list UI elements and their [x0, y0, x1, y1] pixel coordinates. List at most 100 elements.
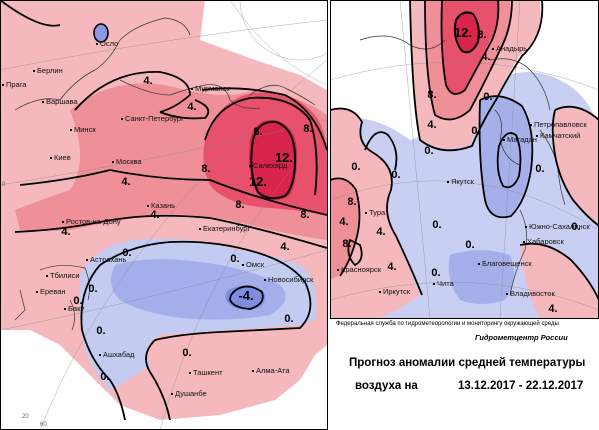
warm-anomaly-west-8 [330, 178, 359, 280]
left-city-label: Тбилиси [50, 271, 80, 280]
right-city-marker [433, 283, 435, 285]
forecast-title-line1: Прогноз аномалии средней температуры [349, 357, 586, 369]
left-city-label: Баку [68, 304, 84, 313]
left-city-label: Санкт-Петербург [125, 114, 184, 123]
left-isotherm-label: 0. [182, 347, 191, 359]
left-city-label: Новосибирск [268, 275, 314, 284]
left-city-marker [242, 264, 244, 266]
right-city-marker [365, 212, 367, 214]
left-city-label: Екатеринбург [203, 224, 250, 233]
left-isotherm-label: 0. [284, 313, 293, 325]
left-isotherm-label: -4. [238, 288, 253, 303]
left-city-marker [191, 88, 193, 90]
right-city-label: Якутск [451, 177, 475, 186]
forecast-period: 13.12.2017 - 22.12.2017 [458, 380, 584, 392]
right-isotherm-label: 12. [454, 25, 472, 40]
left-city-label: Душанбе [175, 389, 207, 398]
left-city-label: Казань [151, 201, 175, 210]
left-isotherm-label: 8. [235, 199, 244, 211]
forecast-title-label: воздуха на [355, 380, 418, 392]
left-isotherm-label: 12. [249, 174, 267, 189]
left-isotherm-label: 4. [187, 101, 196, 113]
left-isotherm-label: 8. [201, 163, 210, 175]
right-city-label: Тура [369, 208, 386, 217]
left-city-marker [147, 205, 149, 207]
agency-note-line: Федеральная служба по гидрометеорологии … [336, 321, 559, 327]
right-city-label: Благовещенск [482, 259, 532, 268]
ocean-white-right [540, 0, 599, 95]
left-city-marker [86, 259, 88, 261]
right-isotherm-label: 4. [387, 261, 396, 273]
left-city-label: Мурманск [195, 84, 230, 93]
left-city-label: Ереван [40, 287, 66, 296]
left-isotherm-label: 0. [230, 253, 239, 265]
left-map: 20 0 60 4. 4. 8. 8. 8. 12. 12. 4. 8. 8. 4. 4. 4. 0. 0.… [0, 0, 328, 430]
right-city-marker [447, 181, 449, 183]
warm-anomaly-east [552, 106, 599, 225]
cold-spot-oslo [93, 23, 109, 43]
left-city-marker [249, 165, 251, 167]
left-city-marker [46, 275, 48, 277]
left-isotherm-label: 4. [143, 75, 152, 87]
left-city-marker [70, 129, 72, 131]
left-city-label: Салехард [253, 161, 288, 170]
left-city-marker [33, 70, 35, 72]
left-city-marker [189, 372, 191, 374]
right-city-label: Красноярск [341, 265, 382, 274]
right-city-label: Владивосток [510, 289, 555, 298]
right-isotherm-label: 0. [535, 163, 544, 175]
right-city-marker [530, 124, 532, 126]
warm-anomaly-west [330, 108, 420, 318]
right-city-marker [536, 135, 538, 137]
right-isotherm-label: 0. [424, 145, 433, 157]
isotherms-right [330, 0, 599, 301]
left-city-label: Варшава [46, 97, 78, 106]
cold-anomaly-south [448, 250, 514, 304]
right-city-label: Иркутск [383, 287, 411, 296]
right-map: 12. 8. 4. 8. 4. 0. 0. 0. 0. 0. 0. 8. 4. 4. 0. 8. 0. 4. 0. 4… [330, 0, 599, 319]
left-city-label: Осло [100, 39, 118, 48]
left-isotherm-label: 0. [100, 371, 109, 383]
right-city-marker [337, 269, 339, 271]
left-city-label: Астрахань [90, 255, 127, 264]
left-city-marker [112, 161, 114, 163]
arctic-white-right [330, 0, 410, 110]
right-isotherm-label: 4. [481, 51, 490, 63]
left-city-marker [199, 228, 201, 230]
right-city-label: Камчатский [540, 131, 580, 140]
left-city-label: Омск [246, 260, 265, 269]
left-isotherm-label: 8. [303, 123, 312, 135]
left-city-label: Прага [6, 80, 27, 89]
graticule-right [330, 0, 599, 318]
left-isotherm-label: 0. [88, 283, 97, 295]
right-isotherm-label: 0. [351, 161, 360, 173]
cold-anomaly-strong [225, 286, 266, 310]
coastlines [14, 17, 316, 331]
left-city-marker [96, 43, 98, 45]
right-city-marker [492, 48, 494, 50]
left-isotherm-label: 0. [96, 325, 105, 337]
left-isotherm-label: 4. [280, 241, 289, 253]
right-city-marker [379, 291, 381, 293]
right-isotherm-label: 0. [432, 219, 441, 231]
left-city-marker [252, 370, 254, 372]
right-isotherm-label: 4. [427, 119, 436, 131]
left-city-label: Москва [116, 157, 142, 166]
left-city-marker [62, 221, 64, 223]
right-isotherm-label: 8. [342, 238, 351, 250]
left-city-label: Минск [74, 125, 96, 134]
coastlines-right [359, 35, 566, 296]
agency-name: Гидрометцентр России [475, 333, 568, 342]
left-isotherm-label: 12. [275, 150, 293, 165]
left-city-marker [64, 308, 66, 310]
right-isotherm-label: 0. [391, 169, 400, 181]
left-city-marker [99, 354, 101, 356]
left-city-label: Киев [54, 153, 71, 162]
left-city-marker [42, 101, 44, 103]
right-city-marker [503, 139, 505, 141]
right-isotherm-label: 0. [465, 239, 474, 251]
left-city-marker [36, 291, 38, 293]
left-city-marker [171, 393, 173, 395]
right-city-marker [525, 226, 527, 228]
left-isotherm-label: 0. [122, 247, 131, 259]
